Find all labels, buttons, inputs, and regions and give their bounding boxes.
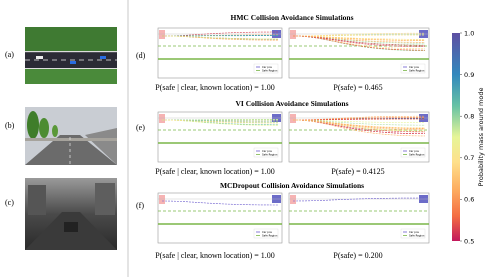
trajectory [292, 119, 426, 135]
image-a [25, 27, 117, 84]
trajectory [292, 119, 426, 131]
trajectory [292, 35, 426, 46]
trajectory [292, 119, 426, 129]
row-title: HMC Collision Avoidance Simulations [230, 13, 353, 22]
trajectory [292, 35, 426, 52]
trajectory [292, 35, 426, 43]
plot-legend [253, 63, 279, 74]
colorbar-tick-label: 0.7 [464, 154, 474, 162]
panel-label: (a) [5, 50, 14, 59]
legend-label: Safe Region [262, 69, 278, 73]
trajectory [161, 119, 279, 124]
plot-legend [400, 228, 426, 239]
legend-label: Car pos [262, 230, 273, 234]
trajectory [292, 119, 426, 133]
plot-legend [400, 63, 426, 74]
trajectory [292, 118, 426, 121]
start-region [290, 30, 296, 39]
trajectory [292, 35, 426, 50]
legend-label: Car pos [409, 65, 420, 69]
trajectory [292, 35, 426, 51]
legend-label: Safe Region [409, 234, 425, 238]
trajectory [292, 35, 426, 47]
colorbar-label: Probability mass around mode [477, 88, 485, 187]
row-title: MCDropout Collision Avoidance Simulation… [220, 181, 364, 190]
panel-label: (e) [136, 123, 145, 132]
trajectory [292, 34, 426, 37]
trajectory [292, 119, 426, 137]
colorbar-tick-label: 0.6 [464, 196, 474, 204]
colorbar-tick-label: 0.9 [464, 71, 474, 79]
trajectory [292, 119, 426, 129]
legend-label: Safe Region [262, 153, 278, 157]
colorbar-tick-label: 1.0 [464, 29, 474, 37]
trajectory [292, 119, 426, 123]
trajectory [292, 117, 426, 121]
trajectory [161, 35, 279, 40]
trajectory [292, 119, 426, 126]
colorbar-tick-label: 0.8 [464, 113, 474, 121]
colorbar-tick-label: 0.5 [464, 237, 474, 245]
panel-label: (c) [5, 198, 14, 207]
plot-caption: P(safe) = 0.4125 [331, 167, 384, 176]
trajectory [292, 35, 426, 44]
trajectory [292, 35, 426, 40]
legend-label: Car pos [262, 65, 273, 69]
start-region [159, 195, 165, 204]
trajectory [292, 117, 426, 121]
image-c [25, 178, 117, 250]
plot-caption: P(safe | clear, known location) = 1.00 [155, 167, 275, 176]
plot-legend [400, 147, 426, 158]
start-region [290, 195, 296, 204]
trajectory [292, 197, 426, 202]
start-region [290, 114, 296, 123]
plot-caption: P(safe | clear, known location) = 1.00 [155, 251, 275, 260]
start-region [159, 30, 165, 39]
trajectory [292, 118, 426, 121]
legend-label: Safe Region [262, 234, 278, 238]
start-region [159, 114, 165, 123]
trajectory [292, 35, 426, 46]
legend-label: Car pos [409, 149, 420, 153]
trajectory [292, 119, 426, 132]
panel-label: (b) [5, 121, 15, 130]
legend-label: Car pos [262, 149, 273, 153]
legend-label: Safe Region [409, 69, 425, 73]
image-b [25, 107, 117, 165]
trajectory [161, 200, 279, 206]
panel-label: (d) [136, 51, 146, 60]
trajectory [292, 35, 426, 41]
legend-label: Safe Region [409, 153, 425, 157]
plot-legend [253, 147, 279, 158]
trajectory [292, 119, 426, 132]
legend-label: Car pos [409, 230, 420, 234]
trajectory [292, 32, 426, 37]
row-title: VI Collision Avoidance Simulations [235, 99, 348, 108]
colorbar [452, 33, 460, 241]
trajectory [292, 34, 426, 37]
plot-caption: P(safe) = 0.200 [333, 251, 382, 260]
plot-legend [253, 228, 279, 239]
plot-caption: P(safe | clear, known location) = 1.00 [155, 83, 275, 92]
trajectory [292, 115, 426, 121]
panel-label: (f) [136, 201, 144, 210]
plot-caption: P(safe) = 0.465 [333, 83, 382, 92]
